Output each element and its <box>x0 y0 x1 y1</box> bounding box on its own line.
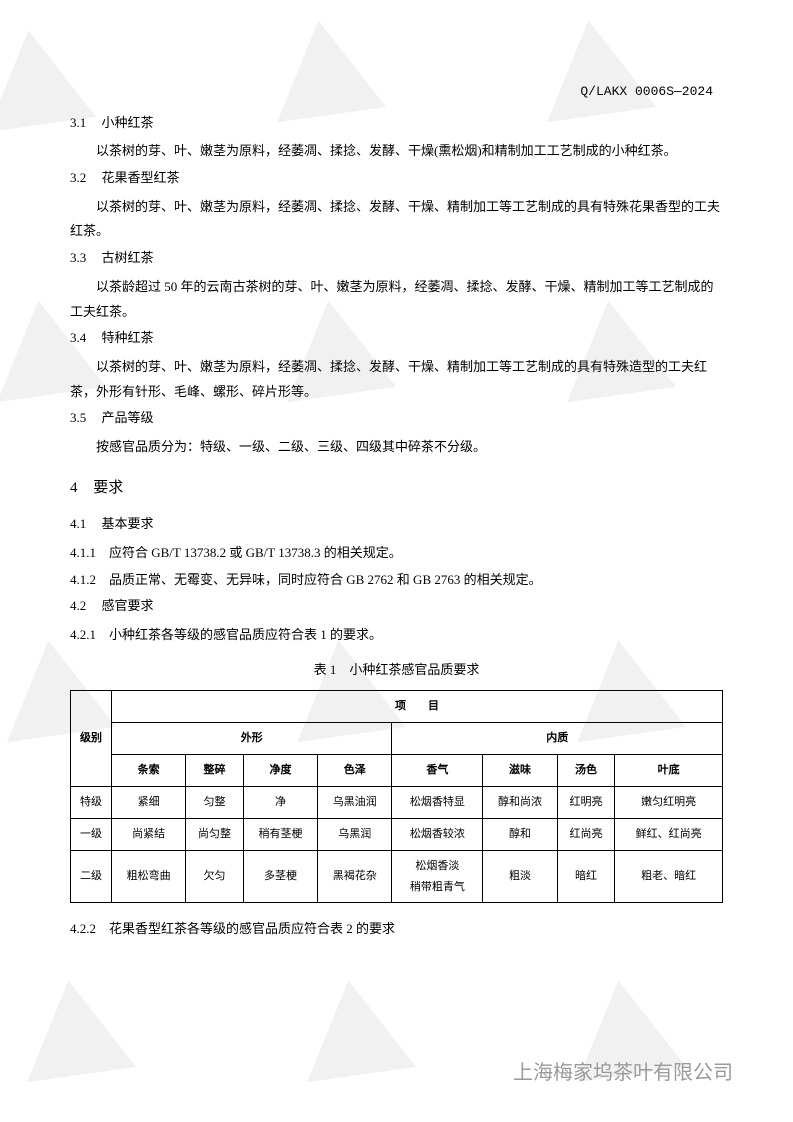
table-row: 级别 项 目 <box>71 691 723 723</box>
table-row: 外形 内质 <box>71 723 723 755</box>
td: 嫩匀红明亮 <box>615 786 723 818</box>
section-3-4: 3.4 特种红茶 <box>70 326 723 351</box>
table-1-title: 表 1 小种红茶感官品质要求 <box>70 658 723 683</box>
td: 鲜红、红尚亮 <box>615 818 723 850</box>
table-row: 一级 尚紧结 尚匀整 稍有茎梗 乌黑润 松烟香较浓 醇和 红尚亮 鲜红、红尚亮 <box>71 818 723 850</box>
section-number: 4.2 <box>70 598 86 613</box>
section-3-4-text: 以茶树的芽、叶、嫩茎为原料，经萎凋、揉捻、发酵、干燥、精制加工等工艺制成的具有特… <box>70 355 723 404</box>
section-title: 感官要求 <box>102 598 154 613</box>
section-3-2-text: 以茶树的芽、叶、嫩茎为原料，经萎凋、揉捻、发酵、干燥、精制加工等工艺制成的具有特… <box>70 195 723 244</box>
section-3-3: 3.3 古树红茶 <box>70 246 723 271</box>
section-4-1: 4.1 基本要求 <box>70 512 723 537</box>
section-4-1-1: 4.1.1 应符合 GB/T 13738.2 或 GB/T 13738.3 的相… <box>70 541 723 566</box>
td: 乌黑油润 <box>318 786 392 818</box>
td: 紧细 <box>111 786 185 818</box>
section-title: 花果香型红茶 <box>102 170 180 185</box>
td: 暗红 <box>557 850 615 903</box>
th-liquor: 内质 <box>392 723 723 755</box>
td: 醇和 <box>483 818 557 850</box>
td: 粗老、暗红 <box>615 850 723 903</box>
td-grade: 二级 <box>71 850 112 903</box>
th-col: 色泽 <box>318 755 392 787</box>
td: 松烟香特显 <box>392 786 483 818</box>
section-number: 3.1 <box>70 115 86 130</box>
td-grade: 特级 <box>71 786 112 818</box>
th-col: 滋味 <box>483 755 557 787</box>
td: 欠匀 <box>186 850 244 903</box>
td: 黑褐花杂 <box>318 850 392 903</box>
th-col: 叶底 <box>615 755 723 787</box>
td: 尚匀整 <box>186 818 244 850</box>
section-3-5: 3.5 产品等级 <box>70 406 723 431</box>
td: 松烟香较浓 <box>392 818 483 850</box>
section-title: 基本要求 <box>102 516 154 531</box>
section-title: 产品等级 <box>102 410 154 425</box>
td: 粗松弯曲 <box>111 850 185 903</box>
section-4-2: 4.2 感官要求 <box>70 594 723 619</box>
th-grade: 级别 <box>71 691 112 787</box>
th-appearance: 外形 <box>111 723 392 755</box>
td: 红尚亮 <box>557 818 615 850</box>
th-item: 项 目 <box>111 691 722 723</box>
section-title: 古树红茶 <box>102 250 154 265</box>
section-number: 3.3 <box>70 250 86 265</box>
section-title: 要求 <box>93 480 123 496</box>
td: 松烟香淡 稍带粗青气 <box>392 850 483 903</box>
section-3-5-text: 按感官品质分为：特级、一级、二级、三级、四级其中碎茶不分级。 <box>70 435 723 460</box>
table-1: 级别 项 目 外形 内质 条索 整碎 净度 色泽 香气 滋味 汤色 叶底 特级 … <box>70 690 723 903</box>
section-number: 4 <box>70 480 78 496</box>
th-col: 整碎 <box>186 755 244 787</box>
section-3-1-text: 以茶树的芽、叶、嫩茎为原料，经萎凋、揉捻、发酵、干燥(熏松烟)和精制加工工艺制成… <box>70 139 723 164</box>
td: 粗淡 <box>483 850 557 903</box>
td: 乌黑润 <box>318 818 392 850</box>
section-3-3-text: 以茶龄超过 50 年的云南古茶树的芽、叶、嫩茎为原料，经萎凋、揉捻、发酵、干燥、… <box>70 275 723 324</box>
section-number: 3.2 <box>70 170 86 185</box>
footer-company: 上海梅家坞茶叶有限公司 <box>513 1054 733 1092</box>
section-number: 3.4 <box>70 330 86 345</box>
th-col: 汤色 <box>557 755 615 787</box>
table-row: 特级 紧细 匀整 净 乌黑油润 松烟香特显 醇和尚浓 红明亮 嫩匀红明亮 <box>71 786 723 818</box>
td: 净 <box>243 786 317 818</box>
document-code: Q/LAKX 0006S—2024 <box>70 80 723 105</box>
td: 醇和尚浓 <box>483 786 557 818</box>
th-col: 净度 <box>243 755 317 787</box>
section-title: 特种红茶 <box>102 330 154 345</box>
section-number: 4.1 <box>70 516 86 531</box>
td: 多茎梗 <box>243 850 317 903</box>
th-col: 香气 <box>392 755 483 787</box>
table-row: 条索 整碎 净度 色泽 香气 滋味 汤色 叶底 <box>71 755 723 787</box>
section-4-2-1: 4.2.1 小种红茶各等级的感官品质应符合表 1 的要求。 <box>70 623 723 648</box>
td: 尚紧结 <box>111 818 185 850</box>
section-3-1: 3.1 小种红茶 <box>70 111 723 136</box>
td: 稍有茎梗 <box>243 818 317 850</box>
td: 红明亮 <box>557 786 615 818</box>
section-3-2: 3.2 花果香型红茶 <box>70 166 723 191</box>
td: 匀整 <box>186 786 244 818</box>
section-4-2-2: 4.2.2 花果香型红茶各等级的感官品质应符合表 2 的要求 <box>70 917 723 942</box>
section-4-1-2: 4.1.2 品质正常、无霉变、无异味，同时应符合 GB 2762 和 GB 27… <box>70 568 723 593</box>
td-grade: 一级 <box>71 818 112 850</box>
section-4: 4 要求 <box>70 474 723 503</box>
th-col: 条索 <box>111 755 185 787</box>
section-number: 3.5 <box>70 410 86 425</box>
table-row: 二级 粗松弯曲 欠匀 多茎梗 黑褐花杂 松烟香淡 稍带粗青气 粗淡 暗红 粗老、… <box>71 850 723 903</box>
section-title: 小种红茶 <box>102 115 154 130</box>
